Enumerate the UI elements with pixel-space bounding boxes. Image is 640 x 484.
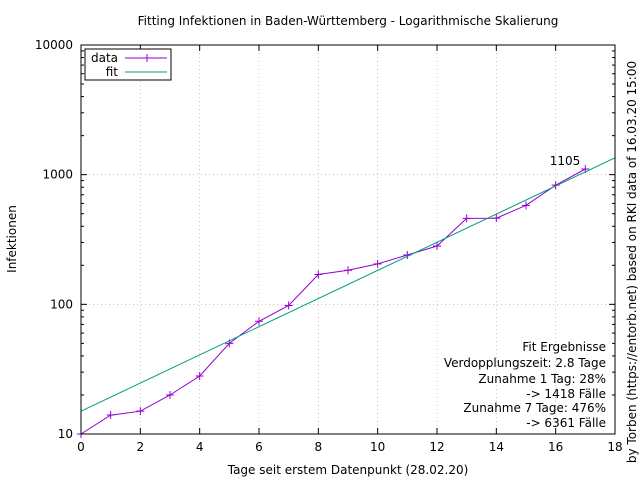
legend: data fit (84, 48, 172, 81)
x-tick-label: 16 (548, 440, 563, 454)
y-tick-label: 1000 (42, 168, 73, 182)
x-tick-label: 12 (429, 440, 444, 454)
plot-frame (80, 44, 616, 435)
grid-layer (81, 45, 615, 434)
x-tick-label: 4 (196, 440, 204, 454)
x-tick-label: 10 (370, 440, 385, 454)
fit-results-heading: Fit Ergebnisse (522, 340, 606, 354)
data-point (462, 214, 471, 223)
x-axis-label: Tage seit erstem Datenpunkt (28.02.20) (227, 463, 469, 477)
x-tick-label: 8 (315, 440, 323, 454)
y-tick-label: 10 (58, 427, 73, 441)
annotation-layer: 1105 (550, 154, 581, 168)
ticks-layer: 0 2 4 6 8 10 12 14 16 18 10 100 1000 10000 (35, 38, 623, 454)
data-point (255, 317, 263, 326)
x-tick-label: 14 (489, 440, 504, 454)
x-tick-label: 0 (77, 440, 85, 454)
x-tick-label: 6 (255, 440, 263, 454)
data-point (284, 301, 293, 310)
data-point (314, 270, 323, 279)
legend-label-fit: fit (106, 65, 119, 79)
y-tick-label: 100 (50, 297, 73, 311)
data-point (433, 241, 441, 250)
data-point (106, 411, 115, 420)
data-point (492, 214, 501, 223)
data-point (522, 201, 530, 210)
fit-increase-1-day: Zunahme 1 Tag: 28% (478, 372, 606, 386)
data-label: 1105 (550, 154, 581, 168)
fit-forecast-1-day: -> 1418 Fälle (526, 387, 606, 401)
fit-doubling-time: Verdopplungszeit: 2.8 Tage (444, 356, 606, 370)
series-line-data (80, 168, 586, 435)
y-tick-label: 10000 (35, 38, 73, 52)
x-tick-label: 2 (137, 440, 145, 454)
x-tick-label: 18 (607, 440, 622, 454)
fit-forecast-7-days: -> 6361 Fälle (526, 416, 606, 430)
legend-box (84, 48, 172, 81)
fit-increase-7-days: Zunahme 7 Tage: 476% (463, 401, 606, 415)
chart-title: Fitting Infektionen in Baden-Württemberg… (138, 14, 559, 28)
attribution-note: by Torben (https://entorb.net) based on … (625, 61, 639, 463)
legend-marker-data (143, 54, 151, 62)
y-axis-label: Infektionen (5, 205, 19, 273)
legend-label-data: data (91, 51, 118, 65)
data-point (136, 407, 145, 416)
fit-results-box: Fit Ergebnisse Verdopplungszeit: 2.8 Tag… (444, 340, 606, 430)
data-point (195, 372, 204, 381)
data-point (373, 259, 382, 268)
data-point (344, 266, 352, 275)
data-point (166, 390, 174, 399)
series-line-fit (80, 157, 616, 412)
